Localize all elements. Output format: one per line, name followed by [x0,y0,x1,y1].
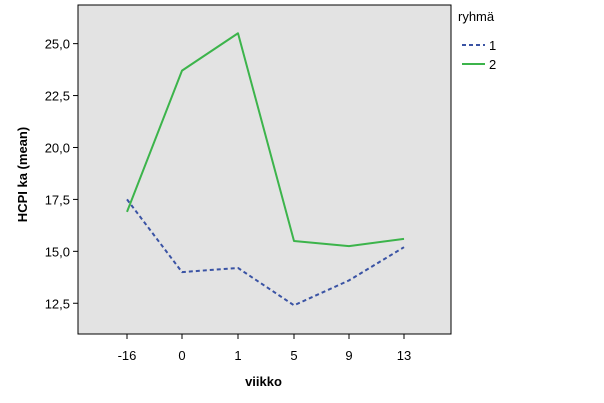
plot-area [77,4,452,335]
y-axis: 12,5 15,0 17,5 20,0 22,5 25,0 [45,37,78,311]
y-tick-label: 15,0 [45,244,70,259]
x-tick-label: -16 [118,348,137,363]
x-axis-title: viikko [245,374,282,389]
x-tick-label: 9 [345,348,352,363]
y-tick-label: 20,0 [45,140,70,155]
y-tick-label: 25,0 [45,37,70,52]
series-layer [126,32,405,307]
series-line-2 [126,32,405,248]
legend: ryhmä 1 2 [458,9,496,72]
y-axis-title: HCPI ka (mean) [15,127,30,222]
y-tick-label: 22,5 [45,89,70,104]
x-tick-label: 1 [234,348,241,363]
y-tick-label: 17,5 [45,192,70,207]
legend-label: 2 [489,57,496,72]
x-tick-label: 5 [290,348,297,363]
y-tick-label: 12,5 [45,296,70,311]
x-tick-label: 0 [178,348,185,363]
legend-label: 1 [489,38,496,53]
x-axis: -16 0 1 5 9 13 [118,334,411,363]
legend-title: ryhmä [458,9,495,24]
x-tick-label: 13 [397,348,411,363]
